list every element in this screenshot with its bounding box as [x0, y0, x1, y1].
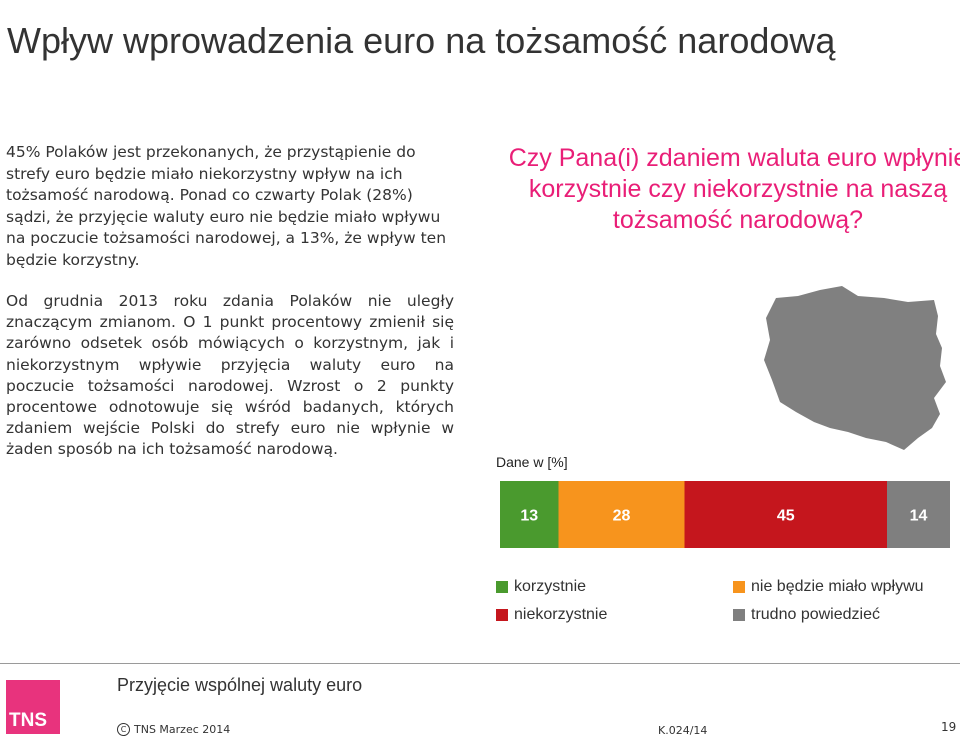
legend-label: nie będzie miało wpływu — [751, 578, 924, 595]
data-label: 14 — [910, 508, 928, 525]
legend-label: niekorzystnie — [514, 606, 608, 623]
summary-paragraph: 45% Polaków jest przekonanych, że przyst… — [6, 143, 447, 269]
unit-label: Dane w [%] — [496, 454, 568, 470]
logo-text: TNS — [9, 710, 47, 731]
footer-title: Przyjęcie wspólnej waluty euro — [117, 675, 363, 695]
copyright-text: TNS Marzec 2014 — [134, 723, 231, 736]
footer-divider — [0, 663, 960, 664]
stacked-bar-chart: 13 28 45 14 — [500, 481, 950, 548]
legend-swatch — [733, 609, 745, 621]
legend-label: korzystnie — [514, 578, 587, 595]
page-number: 19 — [941, 720, 957, 734]
copyright-icon: C — [117, 723, 130, 736]
survey-question: Czy Pana(i) zdaniem waluta euro wpłynie … — [508, 144, 960, 234]
bar-segment — [684, 481, 887, 548]
legend-item-nie-bedzie-mialo-wplywu: nie będzie miało wpływu — [733, 578, 924, 596]
legend-item-trudno-powiedziec: trudno powiedzieć — [733, 606, 880, 624]
poland-map-icon — [764, 286, 946, 450]
legend-swatch — [733, 581, 745, 593]
copyright: C TNS Marzec 2014 — [117, 723, 230, 736]
data-label: 45 — [777, 508, 795, 525]
data-label: 13 — [520, 508, 538, 525]
legend-item-niekorzystnie: niekorzystnie — [496, 606, 607, 624]
report-code: K.024/14 — [658, 724, 708, 737]
bar-segment — [558, 481, 685, 548]
legend-swatch — [496, 609, 508, 621]
data-label: 28 — [613, 508, 631, 525]
legend-swatch — [496, 581, 508, 593]
legend-label: trudno powiedzieć — [751, 606, 880, 623]
legend-item-korzystnie: korzystnie — [496, 578, 586, 596]
bar-segment — [887, 481, 950, 548]
trend-paragraph: Od grudnia 2013 roku zdania Polaków nie … — [6, 292, 454, 459]
bar-segment — [500, 481, 559, 548]
tns-logo: TNS — [6, 680, 60, 734]
slide-title: Wpływ wprowadzenia euro na tożsamość nar… — [7, 20, 836, 61]
